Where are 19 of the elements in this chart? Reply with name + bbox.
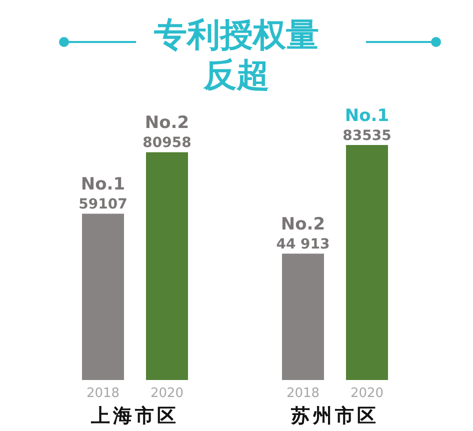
bar (146, 152, 188, 380)
x-tick-label: 苏州市区 (290, 405, 379, 427)
data-label: 44 913 (276, 236, 330, 253)
annotation: No.2 (280, 214, 326, 235)
bar (82, 214, 124, 380)
data-label: 80958 (142, 135, 192, 152)
series-label: 2018 (86, 386, 120, 401)
bar (282, 254, 324, 380)
bar (346, 145, 388, 380)
data-label: 59107 (78, 196, 128, 213)
x-tick-label: 上海市区 (90, 405, 179, 427)
annotation: No.1 (80, 174, 126, 195)
series-label: 2020 (150, 386, 184, 401)
text: No.1 (344, 106, 390, 126)
chart-title: 专利授权量反超 (153, 15, 319, 94)
text: No.2 (144, 113, 190, 134)
text: 2018 (286, 386, 320, 401)
data-label: 83535 (342, 128, 392, 144)
text: 2020 (350, 386, 384, 401)
